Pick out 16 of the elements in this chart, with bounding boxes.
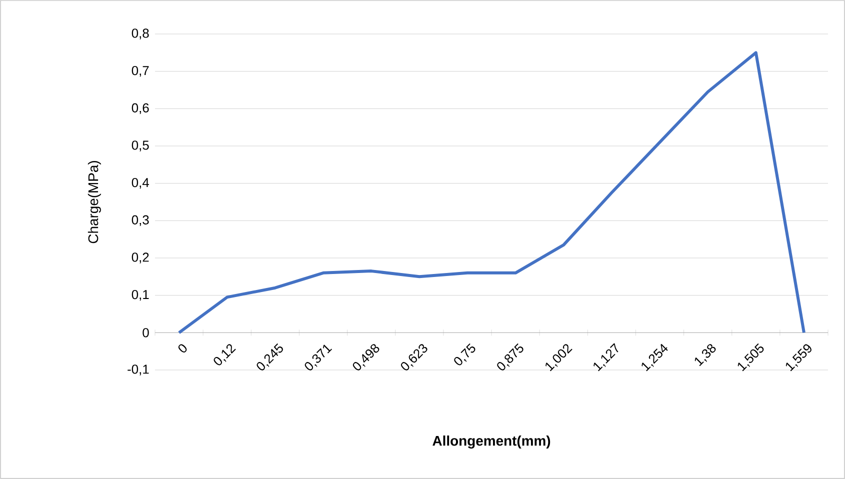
y-tick-label: 0,8 (132, 28, 149, 40)
y-tick-label: 0 (142, 328, 149, 338)
y-tick-label: 0,6 (132, 103, 149, 114)
y-tick-label: 0,3 (132, 215, 149, 226)
y-tick-label: 0,2 (132, 252, 149, 264)
y-tick-label: 0,1 (132, 290, 149, 301)
y-tick-label: 0,7 (132, 66, 149, 77)
y-tick-label: 0,5 (132, 140, 149, 152)
x-tick-label: 0,12 (214, 344, 236, 366)
x-axis-title: Allongement(mm) (432, 436, 550, 449)
y-tick-label: -0,1 (128, 364, 149, 376)
y-tick-label: 0,4 (132, 178, 149, 189)
y-axis-title: Charge(MPa) (88, 161, 101, 244)
x-tick-label: 1,38 (694, 344, 716, 366)
x-tick-label: 0 (178, 344, 187, 352)
x-tick-label: 0,75 (454, 343, 476, 366)
